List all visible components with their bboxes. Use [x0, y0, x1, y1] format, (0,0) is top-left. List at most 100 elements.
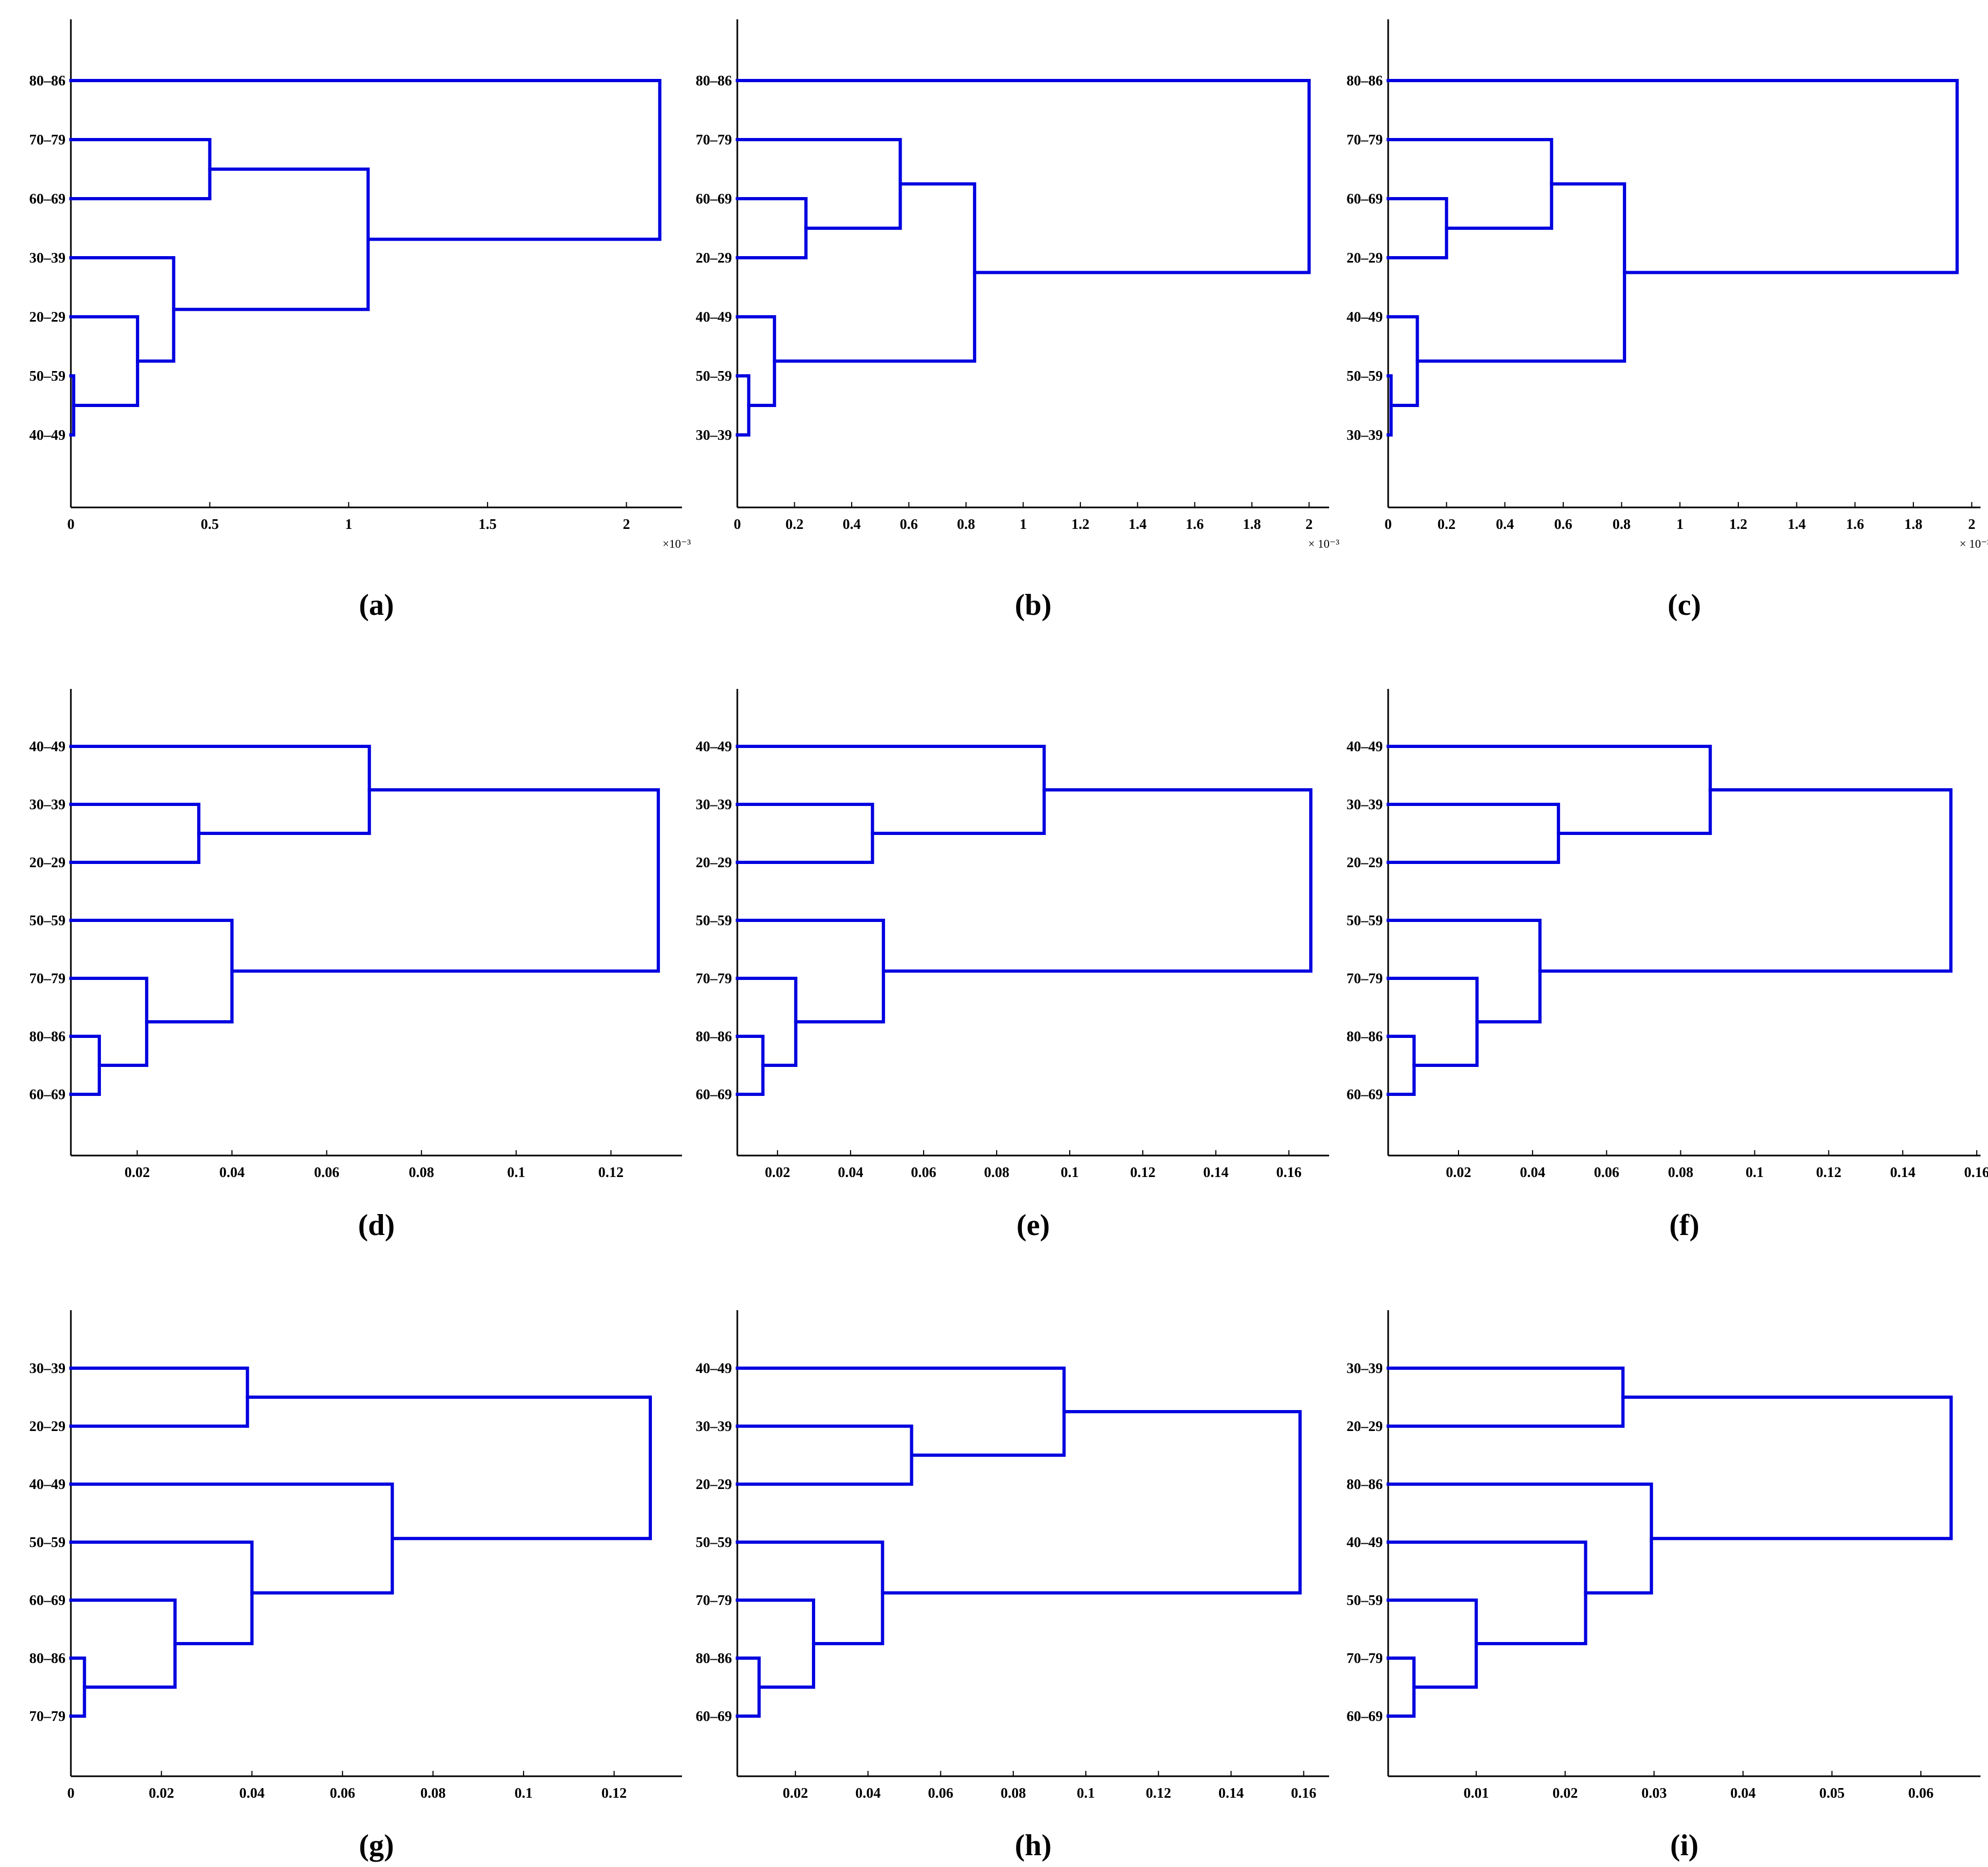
x-tick-label: 0.02: [765, 1164, 790, 1180]
x-tick-label: 0.06: [928, 1785, 953, 1801]
x-tick-label: 0.8: [957, 516, 975, 532]
x-tick-label: 0.08: [1668, 1164, 1693, 1180]
dendrogram-link: [230, 788, 660, 973]
dendrogram-link: [69, 79, 662, 241]
dendrogram-link: [736, 374, 751, 437]
dendrogram-panel-b: 0 0.2 0.4 0.6 0.8 1 1.2 1.4 1.6 1.8 2 × 10⁻³ 80–86 70…: [696, 19, 1339, 622]
leaf-label: 20–29: [30, 309, 66, 325]
leaf-label: 50–59: [696, 912, 732, 928]
x-tick-label: 1: [1677, 516, 1684, 532]
leaf-label: 30–39: [696, 796, 732, 812]
dendrogram-link: [69, 1657, 86, 1718]
leaf-label: 30–39: [30, 796, 66, 812]
dendrogram-link: [736, 315, 777, 407]
leaf-label: 60–69: [30, 1086, 66, 1102]
x-tick-label: 0.6: [900, 516, 918, 532]
dendrogram-link: [1387, 977, 1479, 1067]
leaf-label: 50–59: [1347, 368, 1383, 384]
dendrogram-link: [1387, 138, 1554, 230]
x-tick-label: 0.12: [601, 1785, 627, 1801]
dendrogram-link: [736, 1541, 884, 1645]
dendrogram-link: [172, 168, 370, 311]
x-tick-label: 2: [1305, 516, 1313, 532]
leaf-label: 80–86: [696, 72, 732, 89]
leaf-label: 80–86: [30, 1650, 66, 1666]
dendrogram-link: [69, 919, 234, 1023]
dendrogram-panel-i: 0.01 0.02 0.03 0.04 0.05 0.06 30–39 20–29 80–86 4…: [1347, 1310, 1980, 1862]
x-tick-label: 0.08: [409, 1164, 434, 1180]
dendrogram-link: [1416, 182, 1627, 363]
x-tick-label: 0.06: [314, 1164, 339, 1180]
leaf-label: 40–49: [1347, 309, 1383, 325]
leaf-label: 50–59: [696, 1534, 732, 1550]
leaf-label: 60–69: [696, 191, 732, 207]
x-tick-label: 0: [1384, 516, 1392, 532]
leaf-label: 60–69: [1347, 1708, 1383, 1724]
leaf-label: 40–49: [696, 1360, 732, 1376]
x-tick-label: 0.04: [219, 1164, 244, 1180]
panel-caption: (h): [1015, 1829, 1051, 1862]
dendrogram-link: [69, 1367, 249, 1428]
dendrogram-link: [1621, 1396, 1953, 1541]
dendrogram-panel-f: 0.02 0.04 0.06 0.08 0.1 0.12 0.14 0.16 40–49 30–3…: [1347, 689, 1988, 1242]
leaf-label: 50–59: [696, 368, 732, 384]
dendrogram-link: [69, 1035, 101, 1096]
panel-caption: (d): [358, 1209, 395, 1242]
x-tick-label: 0.01: [1463, 1785, 1489, 1801]
leaf-label: 20–29: [1347, 250, 1383, 266]
x-tick-label: 0.12: [1130, 1164, 1155, 1180]
leaf-label: 50–59: [30, 368, 66, 384]
panel-caption: (c): [1667, 589, 1701, 622]
x-tick-label: 0.1: [1746, 1164, 1764, 1180]
x-tick-label: 0.04: [240, 1785, 265, 1801]
dendrogram-link: [1387, 803, 1561, 864]
leaf-label: 60–69: [696, 1086, 732, 1102]
leaf-label: 20–29: [30, 1418, 66, 1434]
leaf-label: 40–49: [30, 738, 66, 754]
leaf-label: 70–79: [1347, 970, 1383, 986]
leaf-label: 20–29: [696, 1476, 732, 1492]
x-tick-label: 0.04: [855, 1785, 881, 1801]
leaf-label: 70–79: [1347, 132, 1383, 148]
x-tick-label: 1.2: [1729, 516, 1747, 532]
x-tick-label: 0.4: [1496, 516, 1514, 532]
leaf-label: 80–86: [1347, 72, 1383, 89]
leaf-label: 70–79: [696, 132, 732, 148]
leaf-label: 40–49: [30, 1476, 66, 1492]
leaf-label: 60–69: [30, 1592, 66, 1608]
dendrogram-link: [736, 79, 1311, 274]
leaf-label: 80–86: [696, 1028, 732, 1044]
x-tick-label: 1: [1020, 516, 1027, 532]
x-axis-multiplier: × 10⁻³: [1960, 537, 1988, 550]
x-tick-label: 0.16: [1291, 1785, 1316, 1801]
x-tick-label: 0.08: [420, 1785, 446, 1801]
x-tick-label: 1.8: [1904, 516, 1922, 532]
leaf-label: 70–79: [696, 1592, 732, 1608]
x-tick-label: 1: [345, 516, 353, 532]
x-tick-label: 0: [734, 516, 741, 532]
leaf-label: 60–69: [1347, 1086, 1383, 1102]
leaf-label: 20–29: [696, 854, 732, 870]
leaf-label: 70–79: [1347, 1650, 1383, 1666]
x-tick-label: 0.8: [1613, 516, 1631, 532]
dendrogram-panel-a: 0 0.5 1 1.5 2 ×10⁻³ 80–86 70–79 60–69 30–39 20–29 5…: [30, 19, 691, 622]
dendrogram-link: [1387, 1599, 1478, 1689]
leaf-label: 80–86: [696, 1650, 732, 1666]
x-tick-label: 0.02: [783, 1785, 808, 1801]
x-tick-label: 0: [67, 516, 75, 532]
x-tick-label: 1.4: [1788, 516, 1806, 532]
leaf-label: 30–39: [696, 1418, 732, 1434]
dendrogram-link: [736, 1367, 1066, 1457]
leaf-label: 60–69: [696, 1708, 732, 1724]
x-tick-label: 1.8: [1243, 516, 1261, 532]
leaf-label: 20–29: [696, 250, 732, 266]
leaf-label: 50–59: [1347, 912, 1383, 928]
x-tick-label: 0.08: [984, 1164, 1009, 1180]
dendrogram-link: [736, 138, 902, 230]
x-tick-label: 0.03: [1642, 1785, 1667, 1801]
x-tick-label: 2: [623, 516, 630, 532]
x-tick-label: 0.14: [1203, 1164, 1228, 1180]
x-tick-label: 1.5: [478, 516, 497, 532]
x-tick-label: 0.1: [507, 1164, 525, 1180]
